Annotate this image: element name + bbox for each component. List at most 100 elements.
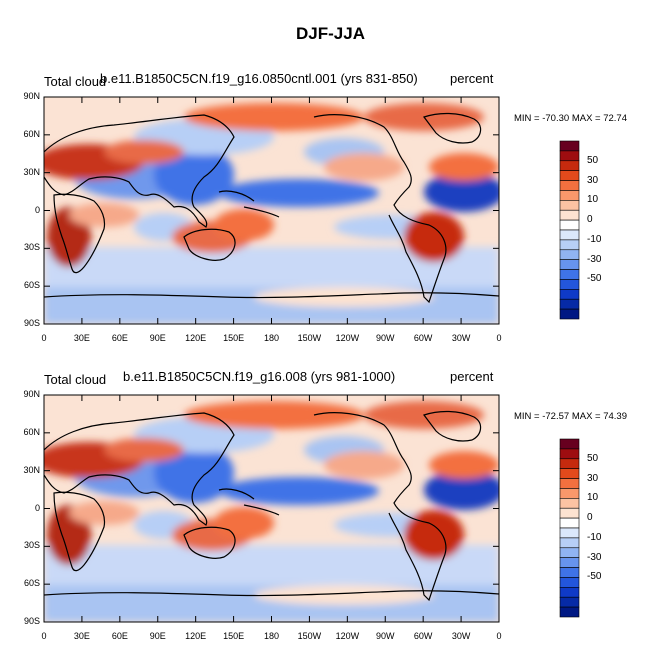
panel1-case-label: b.e11.B1850C5CN.f19_g16.0850cntl.001 (yr… bbox=[100, 71, 418, 86]
lat-label: 30N bbox=[23, 166, 40, 177]
panel1-units-label: percent bbox=[450, 71, 494, 86]
colorbar-swatch bbox=[559, 438, 580, 450]
colorbar-swatch bbox=[559, 606, 580, 618]
panel2-minmax: MIN = -72.57 MAX = 74.39 bbox=[514, 411, 628, 422]
colorbar-swatch bbox=[559, 229, 580, 241]
lon-label: 150W bbox=[297, 631, 322, 641]
lon-label: 0 bbox=[496, 631, 502, 641]
lon-label: 180 bbox=[263, 631, 280, 641]
colorbar-label: -30 bbox=[587, 253, 602, 265]
colorbar-label: -10 bbox=[587, 531, 602, 543]
colorbar-swatch bbox=[559, 160, 580, 171]
colorbar-swatch bbox=[559, 478, 580, 489]
colorbar-swatch bbox=[559, 170, 580, 181]
lon-label: 120E bbox=[185, 631, 207, 641]
colorbar-swatch bbox=[559, 259, 580, 270]
lon-label: 30W bbox=[451, 631, 471, 641]
colorbar-label: 0 bbox=[587, 512, 593, 524]
lon-label: 60E bbox=[111, 333, 128, 343]
colorbar-label: 0 bbox=[587, 214, 593, 226]
lon-label: 30E bbox=[73, 631, 90, 641]
colorbar-swatch bbox=[559, 517, 580, 529]
colorbar-swatch bbox=[559, 458, 580, 469]
panel2-variable-label: Total cloud bbox=[44, 372, 107, 387]
colorbar-swatch bbox=[559, 567, 580, 578]
colorbar-swatch bbox=[559, 488, 580, 499]
lat-label: 90N bbox=[23, 389, 40, 399]
panel2-units-label: percent bbox=[450, 369, 494, 384]
lon-label: 90W bbox=[375, 631, 395, 641]
colorbar-label: -50 bbox=[587, 273, 602, 285]
colorbar-swatch bbox=[559, 239, 580, 251]
lat-label: 0 bbox=[34, 204, 40, 215]
lat-label: 30S bbox=[23, 540, 40, 551]
colorbars bbox=[559, 140, 580, 618]
colorbar-label: -10 bbox=[587, 233, 602, 245]
colorbar-swatch bbox=[559, 498, 580, 509]
lat-label: 60S bbox=[23, 280, 40, 291]
colorbar-swatch bbox=[559, 527, 580, 539]
lat-label: 30N bbox=[23, 464, 40, 475]
colorbar-swatch bbox=[559, 140, 580, 152]
colorbar-swatch bbox=[559, 298, 580, 310]
colorbar-swatch bbox=[559, 190, 580, 201]
axis-ticks bbox=[43, 96, 500, 623]
lon-label: 150E bbox=[223, 333, 245, 343]
lon-label: 90W bbox=[375, 333, 395, 343]
colorbar-label: -50 bbox=[587, 571, 602, 583]
lat-label: 60N bbox=[23, 128, 40, 139]
lon-label: 60W bbox=[413, 631, 433, 641]
lat-label: 90S bbox=[23, 616, 40, 626]
colorbar-swatch bbox=[559, 289, 580, 300]
lon-label: 120E bbox=[185, 333, 207, 343]
lon-label: 120W bbox=[335, 631, 360, 641]
colorbar-label: 50 bbox=[587, 452, 599, 464]
colorbar-swatch bbox=[559, 587, 580, 598]
lon-label: 120W bbox=[335, 333, 360, 343]
lon-label: 60E bbox=[111, 631, 128, 641]
lon-label: 180 bbox=[263, 333, 280, 343]
colorbar-swatch bbox=[559, 279, 580, 290]
panel1-minmax: MIN = -70.30 MAX = 72.74 bbox=[514, 113, 628, 124]
colorbar-swatch bbox=[559, 249, 580, 260]
colorbar-swatch bbox=[559, 209, 580, 221]
colorbar-swatch bbox=[559, 269, 580, 280]
colorbar-swatch bbox=[559, 596, 580, 608]
lon-label: 30W bbox=[451, 333, 471, 343]
colorbar-swatch bbox=[559, 448, 580, 460]
colorbar-swatch bbox=[559, 547, 580, 558]
colorbar-label: 50 bbox=[587, 154, 599, 166]
lon-label: 0 bbox=[496, 333, 502, 343]
lon-label: 30E bbox=[73, 333, 90, 343]
lat-label: 60N bbox=[23, 426, 40, 437]
colorbar-swatch bbox=[559, 180, 580, 191]
colorbar-swatch bbox=[559, 557, 580, 568]
colorbar-label: 10 bbox=[587, 492, 599, 504]
colorbar-swatch bbox=[559, 150, 580, 162]
panel1-variable-label: Total cloud bbox=[44, 74, 107, 89]
lat-label: 90N bbox=[23, 91, 40, 101]
colorbar-swatch bbox=[559, 219, 580, 231]
lon-label: 90E bbox=[149, 333, 166, 343]
colorbar-swatch bbox=[559, 577, 580, 588]
lat-label: 0 bbox=[34, 502, 40, 513]
panel2-map bbox=[34, 395, 504, 622]
lat-label: 60S bbox=[23, 578, 40, 589]
panel2-case-label: b.e11.B1850C5CN.f19_g16.008 (yrs 981-100… bbox=[123, 369, 396, 384]
lon-label: 0 bbox=[41, 631, 47, 641]
panel1-map bbox=[34, 97, 504, 324]
colorbar-swatch bbox=[559, 468, 580, 479]
lon-label: 150E bbox=[223, 631, 245, 641]
lat-label: 90S bbox=[23, 318, 40, 328]
colorbar-label: 30 bbox=[587, 174, 599, 186]
colorbar-swatch bbox=[559, 537, 580, 549]
colorbar-swatch bbox=[559, 507, 580, 519]
colorbar-label: -30 bbox=[587, 551, 602, 563]
colorbar-swatch bbox=[559, 308, 580, 320]
lon-label: 0 bbox=[41, 333, 47, 343]
colorbar-swatch bbox=[559, 200, 580, 211]
colorbar-label: 10 bbox=[587, 194, 599, 206]
lat-label: 30S bbox=[23, 242, 40, 253]
lon-label: 150W bbox=[297, 333, 322, 343]
